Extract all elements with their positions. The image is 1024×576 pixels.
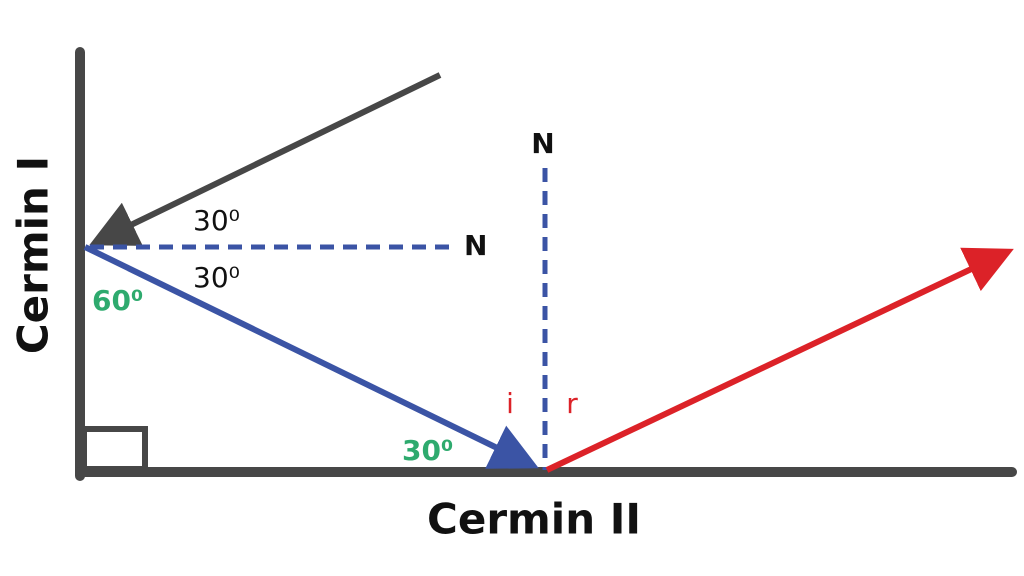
mirror-label: Cermin I bbox=[9, 156, 58, 354]
incident-ray bbox=[89, 72, 442, 246]
ray-label: r bbox=[566, 387, 578, 420]
ray-label: i bbox=[506, 387, 514, 420]
reflected-ray bbox=[545, 247, 1014, 473]
angle-label: 60⁰ bbox=[92, 284, 143, 317]
normal-label: N bbox=[531, 127, 554, 160]
angle-label: 30⁰ bbox=[402, 434, 453, 467]
angle-label: 30⁰ bbox=[193, 261, 240, 294]
right-angle bbox=[81, 426, 148, 472]
normal-label: N bbox=[464, 229, 487, 262]
middle-ray bbox=[83, 244, 539, 469]
angle-label: 30⁰ bbox=[193, 204, 240, 237]
mirror-label: Cermin II bbox=[427, 495, 641, 544]
